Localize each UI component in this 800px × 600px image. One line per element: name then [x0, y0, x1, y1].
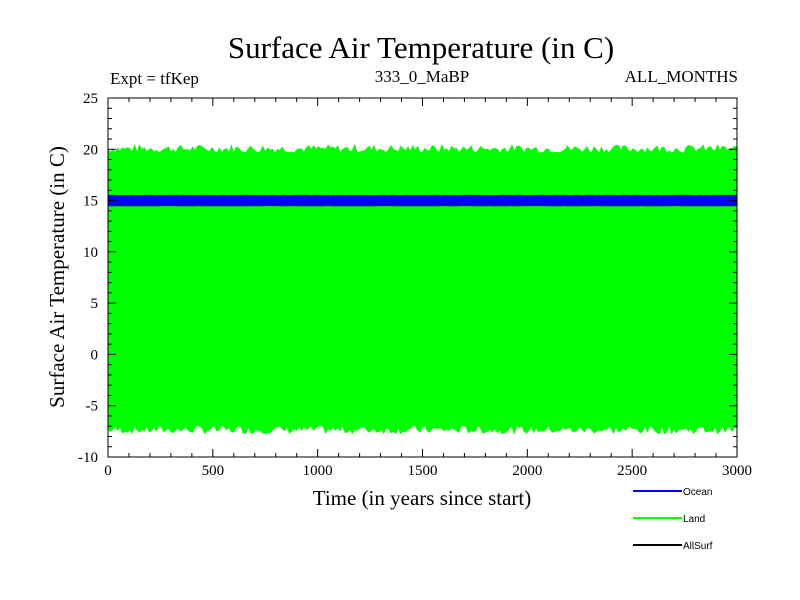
y-tick-label: -10: [78, 450, 98, 466]
x-tick-label: 2000: [512, 463, 542, 479]
plot-area: [107, 144, 738, 436]
chart-title: Surface Air Temperature (in C): [228, 30, 614, 65]
y-tick-label: 5: [91, 296, 99, 312]
experiment-label: Expt = tfKep: [110, 69, 199, 88]
x-tick-label: 2500: [617, 463, 647, 479]
x-axis-label: Time (in years since start): [313, 486, 532, 510]
y-tick-label: -5: [86, 399, 99, 415]
x-tick-label: 1000: [303, 463, 333, 479]
y-tick-label: 20: [83, 142, 98, 158]
legend-label-ocean: Ocean: [683, 487, 712, 498]
x-tick-label: 1500: [408, 463, 438, 479]
series-land: [107, 144, 738, 436]
series-ocean: [107, 194, 738, 207]
y-tick-label: 25: [83, 91, 98, 107]
legend-label-land: Land: [683, 514, 705, 525]
period-label: 333_0_MaBP: [375, 67, 469, 86]
x-tick-label: 0: [104, 463, 112, 479]
legend-label-allsurf: AllSurf: [683, 541, 713, 552]
months-label: ALL_MONTHS: [625, 67, 738, 86]
y-axis-label: Surface Air Temperature (in C): [45, 146, 69, 408]
x-tick-label: 3000: [722, 463, 752, 479]
legend: Ocean Land AllSurf: [633, 487, 713, 552]
y-tick-label: 0: [91, 347, 99, 363]
y-tick-label: 10: [83, 245, 98, 261]
y-tick-label: 15: [83, 194, 98, 210]
x-tick-label: 500: [202, 463, 225, 479]
axes: 0 500 1000 1500 2000 2500 3000 -10 -5 0 5 10 15 20 25: [78, 91, 752, 479]
